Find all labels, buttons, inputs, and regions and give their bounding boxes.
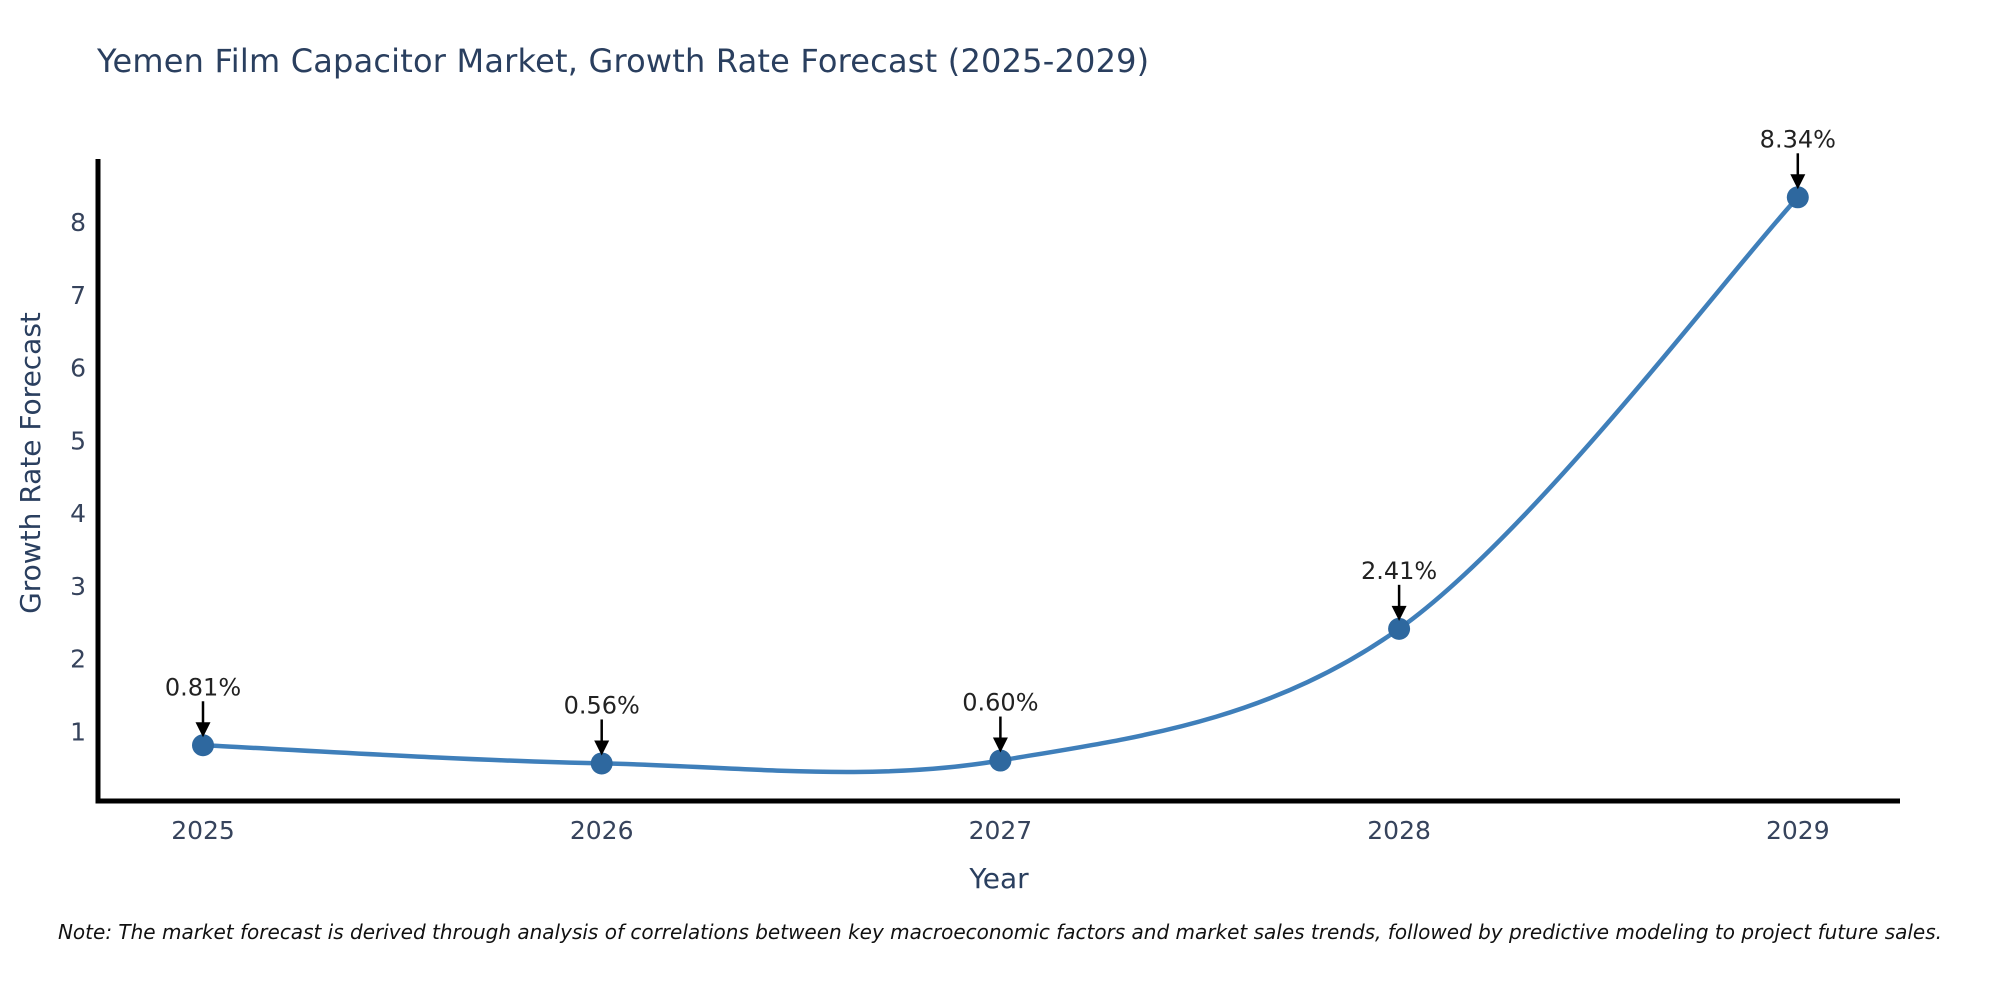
footnote: Note: The market forecast is derived thr… xyxy=(57,920,1943,944)
x-tick-label: 2025 xyxy=(171,816,235,845)
x-tick-label: 2026 xyxy=(570,816,634,845)
x-axis-title: Year xyxy=(969,862,1029,895)
data-point-marker xyxy=(590,752,613,775)
y-tick-label: 3 xyxy=(70,572,86,601)
line-series xyxy=(200,195,1801,775)
y-tick-label: 8 xyxy=(70,208,86,237)
chart-title: Yemen Film Capacitor Market, Growth Rate… xyxy=(97,42,1150,80)
y-tick-label: 7 xyxy=(70,281,86,310)
data-point-marker xyxy=(1786,186,1809,209)
annotation-arrowhead xyxy=(992,737,1008,753)
y-axis-title: Growth Rate Forecast xyxy=(14,312,47,614)
annotation-arrowhead xyxy=(1391,605,1407,621)
data-point-marker xyxy=(989,749,1012,772)
y-tick-label: 2 xyxy=(70,645,86,674)
y-tick-label: 5 xyxy=(70,426,86,455)
annotation-arrowhead xyxy=(195,722,211,738)
y-tick-label: 4 xyxy=(70,499,86,528)
annotation-label: 8.34% xyxy=(1760,125,1836,153)
y-tick-label: 6 xyxy=(70,354,86,383)
annotation-arrowhead xyxy=(1790,174,1806,190)
x-tick-label: 2029 xyxy=(1766,816,1830,845)
y-tick-label: 1 xyxy=(70,717,86,746)
annotation-label: 0.81% xyxy=(165,673,241,701)
annotation-label: 2.41% xyxy=(1361,557,1437,585)
annotation-arrowhead xyxy=(594,740,610,756)
data-point-marker xyxy=(1388,617,1411,640)
annotation-label: 0.60% xyxy=(962,689,1038,717)
x-tick-label: 2028 xyxy=(1367,816,1431,845)
annotation-label: 0.56% xyxy=(564,691,640,719)
data-point-marker xyxy=(192,734,214,757)
x-tick-label: 2027 xyxy=(969,816,1033,845)
